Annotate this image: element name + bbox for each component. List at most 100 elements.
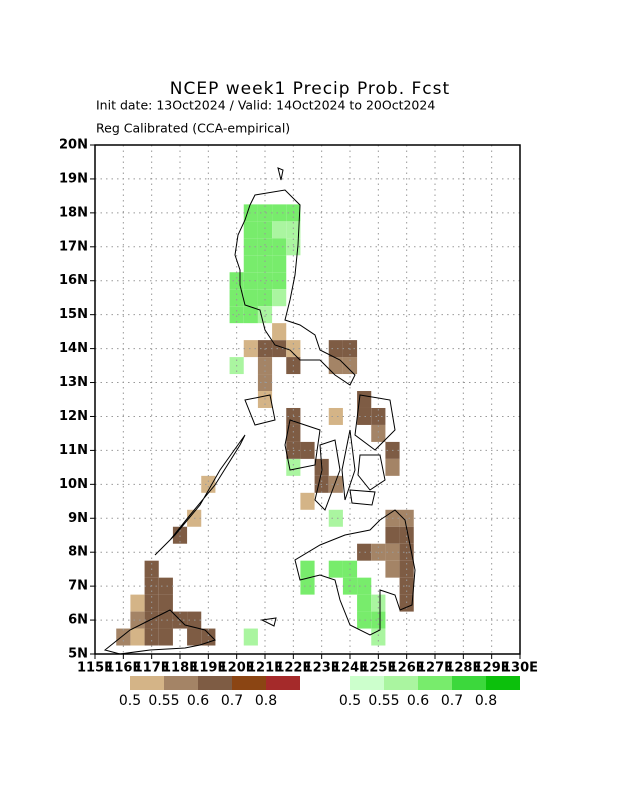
legend-swatch [384,676,418,690]
prob-cell [243,221,258,239]
prob-cell [243,306,258,324]
y-tick-label: 19N [59,171,88,186]
prob-cell [243,238,258,256]
prob-cell [300,492,315,510]
prob-cell [328,407,343,425]
prob-cell [385,560,400,578]
legend-label: 0.8 [255,693,277,709]
prob-cell [229,272,244,290]
prob-cell [300,577,315,595]
y-tick-label: 18N [59,205,88,220]
prob-cell [144,628,159,646]
legend-label: 0.6 [187,693,209,709]
plot-frame [94,144,521,655]
prob-cell [187,628,202,646]
prob-cell [257,272,273,290]
prob-cell [272,255,287,273]
prob-cell [371,594,386,612]
prob-cell [272,204,287,222]
coastline [294,509,416,636]
y-tick-label: 15N [59,307,88,322]
prob-cell [272,323,287,341]
coastline [244,394,396,511]
prob-cell [357,611,372,629]
prob-cell [158,577,173,595]
axes: 115E116E117E118E119E120E121E122E123E124E… [59,138,538,676]
x-tick-label: 119E [190,661,226,676]
prob-cell [399,526,414,544]
y-tick-label: 11N [59,443,88,458]
prob-cell [130,594,145,612]
y-tick-label: 20N [59,138,88,153]
subtitle: Init date: 13Oct2024 / Valid: 14Oct2024 … [96,98,435,113]
x-tick-label: 115E [77,661,113,676]
prob-cell [328,475,343,493]
prob-cell [286,458,301,476]
y-tick-label: 5N [68,647,88,662]
x-tick-label: 120E [219,661,255,676]
legend-label: 0.7 [441,693,463,709]
prob-cell [243,289,258,307]
prob-cell [300,441,315,459]
prob-cell [158,628,173,646]
prob-cell [257,204,273,222]
prob-cell [357,543,372,561]
prob-cell [172,526,188,544]
x-tick-label: 126E [389,661,425,676]
prob-cell [130,628,145,646]
x-tick-label: 129E [474,661,510,676]
x-tick-label: 128E [445,661,481,676]
prob-cell [286,221,301,239]
prob-cell [272,340,287,358]
y-tick-label: 9N [68,511,88,526]
x-tick-label: 127E [417,661,453,676]
y-tick-label: 8N [68,545,88,560]
x-tick-label: 118E [162,661,198,676]
legend-swatch [486,676,520,690]
legend-label: 0.5 [119,693,141,709]
prob-cell [257,255,273,273]
prob-cell [371,424,386,442]
y-tick-label: 6N [68,613,88,628]
prob-cell [399,594,414,612]
prob-cell [201,628,216,646]
coastline [234,189,356,386]
grid [95,145,520,654]
legend-swatch [452,676,486,690]
prob-cell [257,289,273,307]
coastline [103,167,284,655]
prob-cell [272,221,287,239]
prob-cell [257,221,273,239]
prob-cell [158,594,173,612]
prob-cell [243,204,258,222]
prob-cell [328,340,343,358]
prob-cell [144,611,159,629]
legend-label: 0.7 [221,693,243,709]
legend-swatch [232,676,266,690]
legend-swatch [198,676,232,690]
x-tick-label: 121E [247,661,283,676]
prob-cell [243,272,258,290]
x-tick-label: 124E [332,661,368,676]
legend-label: 0.8 [475,693,497,709]
legend-swatch [350,676,384,690]
legend: 0.5 0.55 0.6 0.7 0.8 0.5 0.55 0.6 0.7 0.8 [119,676,520,709]
cells [116,204,414,646]
chart-title: NCEP week1 Precip Prob. Fcst [170,79,450,99]
x-tick-label: 122E [275,661,311,676]
prob-cell [272,289,287,307]
prob-cell [357,407,372,425]
prob-cell [328,560,343,578]
prob-cell [272,238,287,256]
prob-cell [229,289,244,307]
prob-cell [371,407,386,425]
x-tick-label: 117E [134,661,170,676]
prob-cell [385,526,400,544]
y-tick-label: 12N [59,409,88,424]
y-tick-label: 14N [59,341,88,356]
legend-label: 0.55 [368,693,399,709]
prob-cell [286,424,301,442]
legend-label: 0.5 [339,693,361,709]
prob-cell [257,238,273,256]
